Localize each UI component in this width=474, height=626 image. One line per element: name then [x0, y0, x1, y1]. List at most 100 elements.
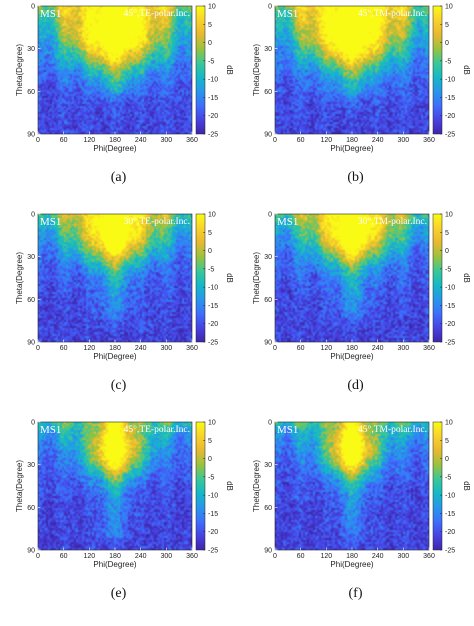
- heatmap-image: [275, 6, 429, 134]
- x-tick-label: 120: [320, 137, 332, 144]
- y-axis-label: Theta(Degree): [15, 252, 24, 304]
- colorbar-tick-label: -20: [208, 113, 218, 120]
- colorbar: [195, 421, 206, 551]
- x-tick-label: 300: [160, 345, 172, 352]
- incidence-label: 45°,TE-polar.Inc.: [124, 424, 190, 435]
- y-tick-label: 60: [264, 505, 272, 512]
- x-tick-label: 300: [160, 553, 172, 560]
- panel-d: 0 60 120 180 240 300 360 0 30 60 90 Phi(Degree) Thet…: [237, 208, 474, 416]
- y-tick-label: 90: [264, 340, 272, 347]
- y-tick-label: 30: [27, 254, 35, 261]
- y-tick-label: 60: [27, 505, 35, 512]
- x-tick-label: 0: [36, 553, 40, 560]
- y-tick-label: 90: [264, 132, 272, 139]
- x-tick-label: 60: [297, 553, 305, 560]
- colorbar-label: dB: [462, 273, 471, 283]
- x-tick-label: 180: [109, 345, 121, 352]
- x-axis-label: Phi(Degree): [330, 352, 373, 361]
- y-tick-label: 60: [27, 297, 35, 304]
- colorbar-label: dB: [225, 65, 234, 75]
- colorbar-tick-label: 5: [208, 22, 212, 29]
- colorbar-tick-label: -20: [445, 113, 455, 120]
- colorbar-tick-label: 10: [445, 4, 453, 11]
- colorbar-tick-label: -5: [445, 266, 451, 273]
- x-tick-label: 360: [423, 553, 435, 560]
- x-tick-label: 0: [36, 345, 40, 352]
- panel-caption-f: (f): [348, 586, 363, 601]
- colorbar-tick-label: 10: [208, 420, 216, 427]
- x-tick-label: 240: [135, 553, 147, 560]
- colorbar-tick-label: 10: [208, 4, 216, 11]
- x-tick-label: 240: [372, 137, 384, 144]
- colorbar-tick-label: -5: [445, 58, 451, 65]
- colorbar-tick-label: -15: [445, 511, 455, 518]
- x-tick-label: 180: [346, 137, 358, 144]
- colorbar: [195, 213, 206, 343]
- colorbar-tick-label: -25: [208, 548, 218, 555]
- panel-caption-e: (e): [110, 586, 127, 601]
- y-tick-label: 0: [268, 420, 272, 427]
- y-tick-label: 90: [27, 548, 35, 555]
- figure-caption-fragment: [0, 616, 474, 626]
- x-tick-label: 360: [186, 553, 198, 560]
- colorbar-tick-label: 0: [208, 40, 212, 47]
- colorbar-tick-label: 5: [445, 22, 449, 29]
- colorbar-tick-label: 10: [445, 212, 453, 219]
- heatmap-chart-c: 0 60 120 180 240 300 360 0 30 60 90 Phi(Degree) Thet…: [15, 212, 234, 362]
- incidence-label: 45°,TM-polar.Inc.: [358, 424, 427, 435]
- x-tick-label: 60: [60, 137, 68, 144]
- panel-b: 0 60 120 180 240 300 360 0 30 60 90 Phi(Degree) Thet…: [237, 0, 474, 208]
- y-tick-label: 60: [27, 89, 35, 96]
- colorbar-tick-label: 5: [445, 230, 449, 237]
- colorbar-tick-label: 0: [445, 456, 449, 463]
- y-tick-label: 30: [27, 46, 35, 53]
- colorbar: [432, 421, 443, 551]
- colorbar-label: dB: [225, 273, 234, 283]
- y-tick-label: 30: [27, 462, 35, 469]
- x-tick-label: 360: [423, 137, 435, 144]
- x-axis-label: Phi(Degree): [93, 560, 136, 569]
- x-tick-label: 300: [397, 137, 409, 144]
- x-tick-label: 60: [297, 137, 305, 144]
- surface-label: MS1: [40, 8, 61, 20]
- colorbar-tick-label: 10: [208, 212, 216, 219]
- colorbar-tick-label: 0: [208, 456, 212, 463]
- colorbar-label: dB: [462, 481, 471, 491]
- colorbar-label: dB: [225, 481, 234, 491]
- heatmap-image: [275, 214, 429, 342]
- x-tick-label: 120: [320, 345, 332, 352]
- colorbar-tick-label: -20: [208, 529, 218, 536]
- surface-label: MS1: [40, 216, 61, 228]
- y-tick-label: 60: [264, 297, 272, 304]
- x-tick-label: 180: [109, 137, 121, 144]
- incidence-label: 30°,TE-polar.Inc.: [124, 216, 190, 227]
- x-tick-label: 300: [160, 137, 172, 144]
- heatmap-chart-d: 0 60 120 180 240 300 360 0 30 60 90 Phi(Degree) Thet…: [252, 212, 471, 362]
- colorbar-tick-label: -15: [208, 95, 218, 102]
- colorbar-tick-label: -10: [445, 493, 455, 500]
- y-tick-label: 0: [31, 4, 35, 11]
- colorbar-tick-label: -10: [445, 77, 455, 84]
- y-tick-label: 0: [268, 212, 272, 219]
- panel-caption-c: (c): [110, 378, 127, 393]
- colorbar-tick-label: -20: [445, 321, 455, 328]
- panel-caption-d: (d): [347, 378, 364, 393]
- y-tick-label: 30: [264, 46, 272, 53]
- colorbar-tick-label: 0: [208, 248, 212, 255]
- x-tick-label: 360: [186, 137, 198, 144]
- y-axis-label: Theta(Degree): [252, 252, 261, 304]
- colorbar-tick-label: 5: [208, 230, 212, 237]
- panel-f: 0 60 120 180 240 300 360 0 30 60 90 Phi(Degree) Thet…: [237, 416, 474, 624]
- x-axis-label: Phi(Degree): [330, 144, 373, 153]
- x-tick-label: 180: [109, 553, 121, 560]
- colorbar-tick-label: 5: [208, 438, 212, 445]
- x-tick-label: 300: [397, 345, 409, 352]
- colorbar-tick-label: -25: [208, 132, 218, 139]
- x-tick-label: 60: [60, 553, 68, 560]
- colorbar-tick-label: -25: [445, 548, 455, 555]
- colorbar-tick-label: -20: [208, 321, 218, 328]
- y-tick-label: 0: [31, 212, 35, 219]
- colorbar-tick-label: -10: [445, 285, 455, 292]
- y-tick-label: 60: [264, 89, 272, 96]
- y-tick-label: 90: [264, 548, 272, 555]
